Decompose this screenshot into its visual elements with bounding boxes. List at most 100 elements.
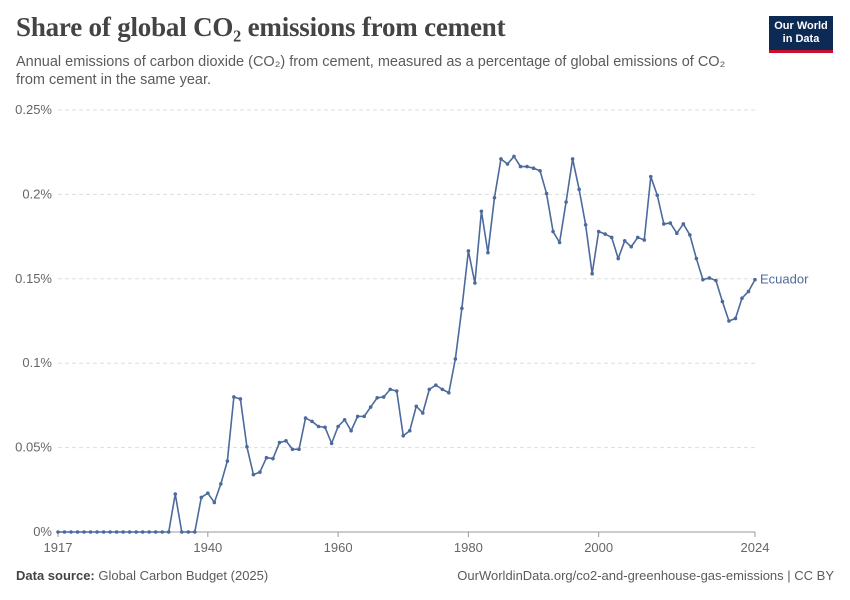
data-point[interactable] [212,500,217,505]
data-point[interactable] [479,209,484,214]
data-point[interactable] [609,235,614,240]
data-point[interactable] [434,383,438,387]
data-point[interactable] [303,416,308,420]
data-point[interactable] [329,441,334,446]
data-point[interactable] [531,166,536,171]
data-point[interactable] [701,277,705,282]
data-point[interactable] [714,278,718,283]
data-point[interactable] [622,239,627,243]
data-point[interactable] [648,174,653,179]
data-point[interactable] [557,240,562,245]
data-point[interactable] [173,492,178,496]
data-point[interactable] [264,455,269,460]
data-point[interactable] [642,238,647,242]
data-point[interactable] [251,472,256,477]
data-point[interactable] [655,193,660,198]
data-point[interactable] [518,164,523,169]
data-point[interactable] [355,414,360,419]
data-point[interactable] [512,154,516,159]
data-point[interactable] [284,439,288,443]
data-point[interactable] [192,530,197,534]
data-point[interactable] [590,271,594,276]
data-point[interactable] [277,440,282,445]
data-point[interactable] [486,250,490,255]
data-point[interactable] [121,530,125,534]
data-point[interactable] [160,530,165,534]
data-point[interactable] [323,425,327,430]
data-point[interactable] [629,244,634,249]
data-point[interactable] [753,277,757,282]
data-point[interactable] [733,316,738,321]
data-point[interactable] [662,222,666,226]
data-point[interactable] [114,530,119,534]
data-point[interactable] [316,424,321,429]
data-point[interactable] [219,482,223,486]
data-point[interactable] [245,444,249,449]
data-point[interactable] [720,299,725,304]
data-point[interactable] [232,395,236,399]
data-point[interactable] [681,222,686,226]
data-point[interactable] [603,232,607,236]
series-line-ecuador[interactable] [58,155,756,533]
data-point[interactable] [551,229,555,234]
data-point[interactable] [134,530,138,534]
data-point[interactable] [95,530,99,534]
data-point[interactable] [525,164,529,169]
data-point[interactable] [544,191,549,196]
data-point[interactable] [166,530,171,534]
data-point[interactable] [238,397,243,401]
data-point[interactable] [453,357,458,361]
data-point[interactable] [707,276,712,280]
data-point[interactable] [675,231,679,236]
data-point[interactable] [583,222,588,227]
data-point[interactable] [153,530,158,534]
data-point[interactable] [206,491,210,495]
data-point[interactable] [82,530,86,534]
data-point[interactable] [414,404,419,409]
owid-logo[interactable]: Our World in Data [769,16,833,53]
data-point[interactable] [616,256,621,261]
data-point[interactable] [570,157,575,161]
data-point[interactable] [140,530,145,534]
data-point[interactable] [258,470,262,474]
data-point[interactable] [297,447,301,452]
data-point[interactable] [492,195,497,200]
data-point[interactable] [727,319,731,323]
data-point[interactable] [440,387,445,392]
data-point[interactable] [394,389,399,393]
data-point[interactable] [668,221,673,225]
data-point[interactable] [179,530,184,534]
data-point[interactable] [290,447,295,452]
data-point[interactable] [336,424,340,429]
data-point[interactable] [499,157,503,161]
data-point[interactable] [69,530,73,534]
data-point[interactable] [388,387,393,392]
data-point[interactable] [108,530,112,534]
data-point[interactable] [199,495,204,500]
data-point[interactable] [420,411,425,415]
data-point[interactable] [310,419,314,424]
data-point[interactable] [460,306,464,311]
data-point[interactable] [362,414,366,419]
data-point[interactable] [381,395,386,399]
data-point[interactable] [577,187,581,192]
data-point[interactable] [635,235,640,240]
data-point[interactable] [186,530,191,534]
data-point[interactable] [127,530,132,534]
data-point[interactable] [688,233,692,237]
data-point[interactable] [62,530,67,534]
data-point[interactable] [101,530,106,534]
data-point[interactable] [375,396,379,400]
data-point[interactable] [271,456,275,461]
data-point[interactable] [538,168,542,173]
data-point[interactable] [147,530,151,534]
source-url[interactable]: OurWorldinData.org/co2-and-greenhouse-ga… [457,568,834,583]
data-point[interactable] [349,428,353,433]
data-point[interactable] [407,428,412,433]
data-point[interactable] [368,405,373,409]
data-point[interactable] [473,281,477,285]
data-point[interactable] [505,162,510,166]
data-source-value[interactable]: Global Carbon Budget (2025) [98,568,269,583]
data-point[interactable] [427,387,432,392]
